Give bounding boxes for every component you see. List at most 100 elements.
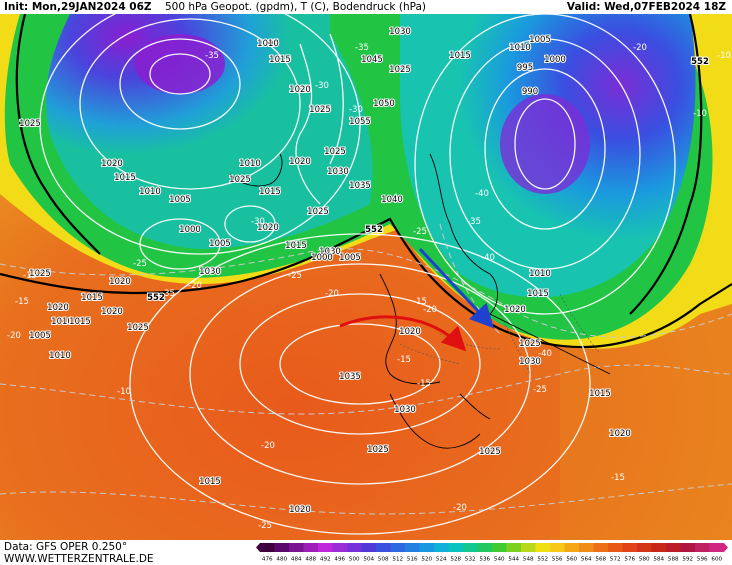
- pressure-label: 1020: [309, 105, 331, 115]
- pressure-label: 1020: [289, 85, 311, 95]
- legend-tick-label: 532: [465, 557, 476, 563]
- pressure-label: 1035: [349, 181, 371, 191]
- legend-tick-label: 564: [581, 557, 592, 563]
- pressure-label: 1035: [339, 372, 361, 382]
- map-canvas: 1005101010151020102510301035104010451050…: [0, 14, 732, 540]
- pressure-label: 1005: [339, 253, 361, 263]
- legend-tick-label: 596: [697, 557, 708, 563]
- legend-tick-label: 572: [610, 557, 621, 563]
- pressure-label: 1025: [307, 207, 329, 217]
- pressure-label: 1010: [509, 43, 531, 53]
- legend-swatch: [622, 543, 637, 552]
- header-bar: Init: Mon,29JAN2024 06Z 500 hPa Geopot. …: [0, 0, 732, 14]
- legend-swatch: [608, 543, 623, 552]
- legend-swatch: [477, 543, 492, 552]
- legend-swatch: [419, 543, 434, 552]
- pressure-label: 1010: [529, 269, 551, 279]
- legend-swatch: [651, 543, 666, 552]
- pressure-label: 1015: [289, 85, 311, 95]
- legend-tick-label: 588: [668, 557, 679, 563]
- blue-flow-arrow: [418, 247, 495, 329]
- contour-552: [0, 217, 732, 349]
- legend-swatch: [347, 543, 362, 552]
- low-center-east: [500, 94, 590, 194]
- pressure-label: 1015: [589, 389, 611, 399]
- pressure-label: 1010: [239, 159, 261, 169]
- legend-tick-label: 512: [392, 557, 403, 563]
- temp-label: -40: [538, 349, 552, 359]
- temp-label: -35: [355, 43, 369, 53]
- weather-map[interactable]: 1005 1010 1015 1020 1025 1030 1035 1040 1045 1050…: [0, 14, 732, 540]
- pressure-label: 1015: [285, 241, 307, 251]
- legend-tick-label: 520: [421, 557, 432, 563]
- legend-tick-label: 560: [566, 557, 577, 563]
- site-url: WWW.WETTERZENTRALE.DE: [4, 553, 154, 565]
- pressure-label: 990: [522, 87, 538, 97]
- pressure-label: 1020: [257, 223, 279, 233]
- legend-tick-label: 536: [479, 557, 490, 563]
- pressure-label: 1005: [529, 35, 551, 45]
- isobars: [39, 14, 676, 535]
- temp-label: -20: [423, 305, 437, 315]
- pressure-label: 1055: [349, 117, 371, 127]
- pressure-label: 1025: [309, 105, 331, 115]
- temp-label: -40: [481, 253, 495, 263]
- pressure-label: 1025: [367, 445, 389, 455]
- pressure-label: 1025: [29, 269, 51, 279]
- temp-label: -25: [413, 227, 427, 237]
- temp-label: -15: [417, 379, 431, 389]
- legend-tick-label: 584: [653, 557, 664, 563]
- legend-swatch: [709, 543, 724, 552]
- legend-tick-label: 552: [537, 557, 548, 563]
- height-label: 552: [365, 225, 383, 235]
- temp-label: -30: [315, 81, 329, 91]
- contour-552-west: [15, 14, 101, 255]
- temp-label: -30: [349, 105, 363, 115]
- legend-tick-label: 508: [378, 557, 389, 563]
- temp-label: -25: [288, 271, 302, 281]
- pressure-label: 1005: [257, 39, 279, 49]
- pressure-label: 995: [517, 63, 533, 73]
- legend-tick-label: 488: [305, 557, 316, 563]
- temp-label: -10: [717, 51, 731, 61]
- legend-swatch: [390, 543, 405, 552]
- temp-label: -20: [453, 503, 467, 513]
- legend-swatch: [260, 543, 275, 552]
- pressure-label: 1005: [29, 331, 51, 341]
- legend-swatch: [492, 543, 507, 552]
- pressure-label: 1030: [199, 267, 221, 277]
- pressure-labels: 1005101010151020102510301035104010451050…: [18, 26, 632, 516]
- pressure-label: 1000: [544, 55, 566, 65]
- pressure-label: 1015: [199, 477, 221, 487]
- pressure-label: 1030: [519, 357, 541, 367]
- legend-swatch: [448, 543, 463, 552]
- pressure-label: 1025: [519, 339, 541, 349]
- pressure-label: 1020: [289, 505, 311, 515]
- pressure-label: 1030: [327, 167, 349, 177]
- legend-tick-label: 516: [407, 557, 418, 563]
- temp-label: -10: [117, 387, 131, 397]
- temp-label: -20: [7, 331, 21, 341]
- pressure-label: 1010: [139, 187, 161, 197]
- pressure-label: 1005: [209, 239, 231, 249]
- pressure-label: 1000: [179, 225, 201, 235]
- legend-tick-label: 600: [711, 557, 722, 563]
- pressure-label: 1030: [394, 405, 416, 415]
- legend-swatch: [332, 543, 347, 552]
- temp-label: -25: [533, 385, 547, 395]
- pressure-label: 1020: [101, 307, 123, 317]
- pressure-label: 1005: [169, 195, 191, 205]
- height-label: 552: [147, 293, 165, 303]
- legend-swatch: [550, 543, 565, 552]
- legend-swatch: [506, 543, 521, 552]
- legend-left-arrow: [256, 543, 260, 552]
- legend-tick-label: 540: [494, 557, 505, 563]
- legend-swatch: [434, 543, 449, 552]
- pressure-label: 1025: [479, 447, 501, 457]
- legend-tick-label: 492: [320, 557, 331, 563]
- legend-swatch: [274, 543, 289, 552]
- legend-tick-label: 580: [639, 557, 650, 563]
- legend-tick-label: 548: [523, 557, 534, 563]
- legend-tick-label: 496: [334, 557, 345, 563]
- legend-swatch: [593, 543, 608, 552]
